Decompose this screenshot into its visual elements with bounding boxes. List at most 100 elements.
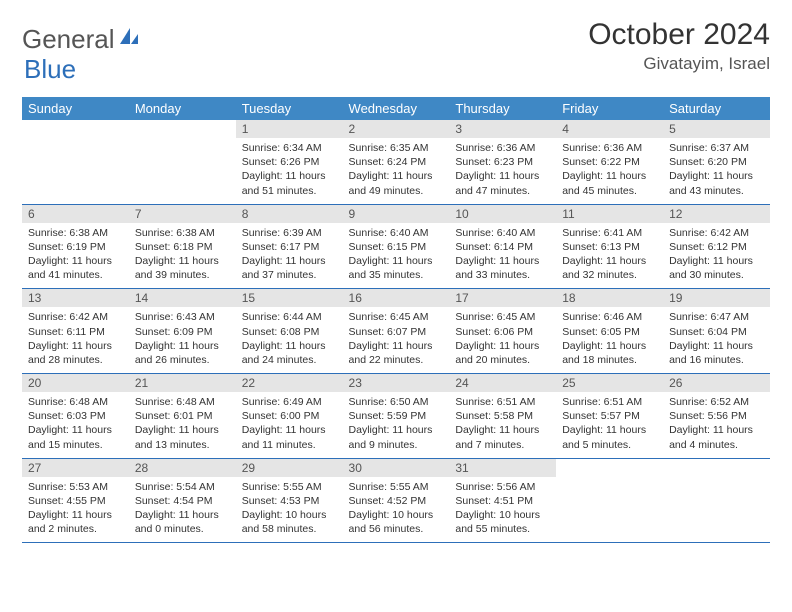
day-number: 3 xyxy=(449,120,556,138)
day-number: 13 xyxy=(22,289,129,307)
calendar-table: Sunday Monday Tuesday Wednesday Thursday… xyxy=(22,97,770,543)
daylight-text: Daylight: 11 hours and 18 minutes. xyxy=(562,339,657,367)
daylight-text: Daylight: 11 hours and 49 minutes. xyxy=(349,169,444,197)
sunrise-text: Sunrise: 6:47 AM xyxy=(669,310,764,324)
daylight-text: Daylight: 11 hours and 26 minutes. xyxy=(135,339,230,367)
daylight-text: Daylight: 10 hours and 56 minutes. xyxy=(349,508,444,536)
sunset-text: Sunset: 6:18 PM xyxy=(135,240,230,254)
sunrise-text: Sunrise: 6:40 AM xyxy=(349,226,444,240)
daylight-text: Daylight: 11 hours and 9 minutes. xyxy=(349,423,444,451)
dow-tuesday: Tuesday xyxy=(236,97,343,120)
day-details: Sunrise: 6:43 AMSunset: 6:09 PMDaylight:… xyxy=(129,307,236,373)
sunrise-text: Sunrise: 6:43 AM xyxy=(135,310,230,324)
day-number: 20 xyxy=(22,374,129,392)
sunrise-text: Sunrise: 6:42 AM xyxy=(28,310,123,324)
sunset-text: Sunset: 6:05 PM xyxy=(562,325,657,339)
sunset-text: Sunset: 6:04 PM xyxy=(669,325,764,339)
day-number: 10 xyxy=(449,205,556,223)
day-number: 11 xyxy=(556,205,663,223)
day-details: Sunrise: 6:40 AMSunset: 6:14 PMDaylight:… xyxy=(449,223,556,289)
day-details: Sunrise: 6:51 AMSunset: 5:57 PMDaylight:… xyxy=(556,392,663,458)
day-cell: 31Sunrise: 5:56 AMSunset: 4:51 PMDayligh… xyxy=(449,458,556,543)
day-cell: 14Sunrise: 6:43 AMSunset: 6:09 PMDayligh… xyxy=(129,289,236,374)
sunset-text: Sunset: 6:13 PM xyxy=(562,240,657,254)
day-number: 12 xyxy=(663,205,770,223)
day-details: Sunrise: 6:51 AMSunset: 5:58 PMDaylight:… xyxy=(449,392,556,458)
sunrise-text: Sunrise: 6:48 AM xyxy=(135,395,230,409)
day-details: Sunrise: 6:35 AMSunset: 6:24 PMDaylight:… xyxy=(343,138,450,204)
day-number: 31 xyxy=(449,459,556,477)
day-cell: 17Sunrise: 6:45 AMSunset: 6:06 PMDayligh… xyxy=(449,289,556,374)
dow-thursday: Thursday xyxy=(449,97,556,120)
dow-wednesday: Wednesday xyxy=(343,97,450,120)
day-details: Sunrise: 6:50 AMSunset: 5:59 PMDaylight:… xyxy=(343,392,450,458)
sunrise-text: Sunrise: 6:38 AM xyxy=(28,226,123,240)
logo-text-blue: Blue xyxy=(24,54,76,84)
daylight-text: Daylight: 11 hours and 39 minutes. xyxy=(135,254,230,282)
day-cell: 25Sunrise: 6:51 AMSunset: 5:57 PMDayligh… xyxy=(556,374,663,459)
sunrise-text: Sunrise: 6:36 AM xyxy=(455,141,550,155)
day-cell: 3Sunrise: 6:36 AMSunset: 6:23 PMDaylight… xyxy=(449,120,556,204)
sunset-text: Sunset: 4:53 PM xyxy=(242,494,337,508)
sunset-text: Sunset: 6:14 PM xyxy=(455,240,550,254)
day-cell: 23Sunrise: 6:50 AMSunset: 5:59 PMDayligh… xyxy=(343,374,450,459)
day-cell: 4Sunrise: 6:36 AMSunset: 6:22 PMDaylight… xyxy=(556,120,663,204)
day-number: 6 xyxy=(22,205,129,223)
day-number: 1 xyxy=(236,120,343,138)
day-number: 25 xyxy=(556,374,663,392)
sunset-text: Sunset: 4:54 PM xyxy=(135,494,230,508)
day-cell: 11Sunrise: 6:41 AMSunset: 6:13 PMDayligh… xyxy=(556,204,663,289)
day-details: Sunrise: 5:55 AMSunset: 4:52 PMDaylight:… xyxy=(343,477,450,543)
location-label: Givatayim, Israel xyxy=(588,54,770,74)
daylight-text: Daylight: 11 hours and 41 minutes. xyxy=(28,254,123,282)
daylight-text: Daylight: 11 hours and 13 minutes. xyxy=(135,423,230,451)
daylight-text: Daylight: 11 hours and 15 minutes. xyxy=(28,423,123,451)
day-number: 22 xyxy=(236,374,343,392)
sunrise-text: Sunrise: 6:50 AM xyxy=(349,395,444,409)
day-cell: 20Sunrise: 6:48 AMSunset: 6:03 PMDayligh… xyxy=(22,374,129,459)
sunrise-text: Sunrise: 6:51 AM xyxy=(562,395,657,409)
day-cell: 12Sunrise: 6:42 AMSunset: 6:12 PMDayligh… xyxy=(663,204,770,289)
day-number: 14 xyxy=(129,289,236,307)
day-cell: 19Sunrise: 6:47 AMSunset: 6:04 PMDayligh… xyxy=(663,289,770,374)
daylight-text: Daylight: 11 hours and 35 minutes. xyxy=(349,254,444,282)
day-cell: 15Sunrise: 6:44 AMSunset: 6:08 PMDayligh… xyxy=(236,289,343,374)
day-details: Sunrise: 6:42 AMSunset: 6:12 PMDaylight:… xyxy=(663,223,770,289)
day-cell: . xyxy=(129,120,236,204)
day-details: Sunrise: 6:42 AMSunset: 6:11 PMDaylight:… xyxy=(22,307,129,373)
daylight-text: Daylight: 11 hours and 4 minutes. xyxy=(669,423,764,451)
day-cell: . xyxy=(556,458,663,543)
sunrise-text: Sunrise: 6:35 AM xyxy=(349,141,444,155)
sunset-text: Sunset: 6:22 PM xyxy=(562,155,657,169)
day-details: Sunrise: 5:56 AMSunset: 4:51 PMDaylight:… xyxy=(449,477,556,543)
day-number: 4 xyxy=(556,120,663,138)
daylight-text: Daylight: 11 hours and 51 minutes. xyxy=(242,169,337,197)
sunset-text: Sunset: 6:12 PM xyxy=(669,240,764,254)
sunset-text: Sunset: 5:57 PM xyxy=(562,409,657,423)
day-number: 19 xyxy=(663,289,770,307)
sunset-text: Sunset: 4:55 PM xyxy=(28,494,123,508)
daylight-text: Daylight: 11 hours and 43 minutes. xyxy=(669,169,764,197)
day-details: Sunrise: 5:54 AMSunset: 4:54 PMDaylight:… xyxy=(129,477,236,543)
day-details: Sunrise: 6:47 AMSunset: 6:04 PMDaylight:… xyxy=(663,307,770,373)
sunrise-text: Sunrise: 6:42 AM xyxy=(669,226,764,240)
sunset-text: Sunset: 5:56 PM xyxy=(669,409,764,423)
daylight-text: Daylight: 11 hours and 0 minutes. xyxy=(135,508,230,536)
day-number: 21 xyxy=(129,374,236,392)
day-details: Sunrise: 6:36 AMSunset: 6:23 PMDaylight:… xyxy=(449,138,556,204)
sunset-text: Sunset: 6:24 PM xyxy=(349,155,444,169)
week-row: 6Sunrise: 6:38 AMSunset: 6:19 PMDaylight… xyxy=(22,204,770,289)
day-details: Sunrise: 6:36 AMSunset: 6:22 PMDaylight:… xyxy=(556,138,663,204)
daylight-text: Daylight: 11 hours and 37 minutes. xyxy=(242,254,337,282)
sunrise-text: Sunrise: 6:34 AM xyxy=(242,141,337,155)
day-number: 27 xyxy=(22,459,129,477)
day-number: 2 xyxy=(343,120,450,138)
sunset-text: Sunset: 4:52 PM xyxy=(349,494,444,508)
day-details: Sunrise: 6:52 AMSunset: 5:56 PMDaylight:… xyxy=(663,392,770,458)
day-number: 7 xyxy=(129,205,236,223)
sunrise-text: Sunrise: 6:39 AM xyxy=(242,226,337,240)
month-title: October 2024 xyxy=(588,18,770,52)
day-cell: 28Sunrise: 5:54 AMSunset: 4:54 PMDayligh… xyxy=(129,458,236,543)
day-cell: 5Sunrise: 6:37 AMSunset: 6:20 PMDaylight… xyxy=(663,120,770,204)
sunset-text: Sunset: 6:07 PM xyxy=(349,325,444,339)
